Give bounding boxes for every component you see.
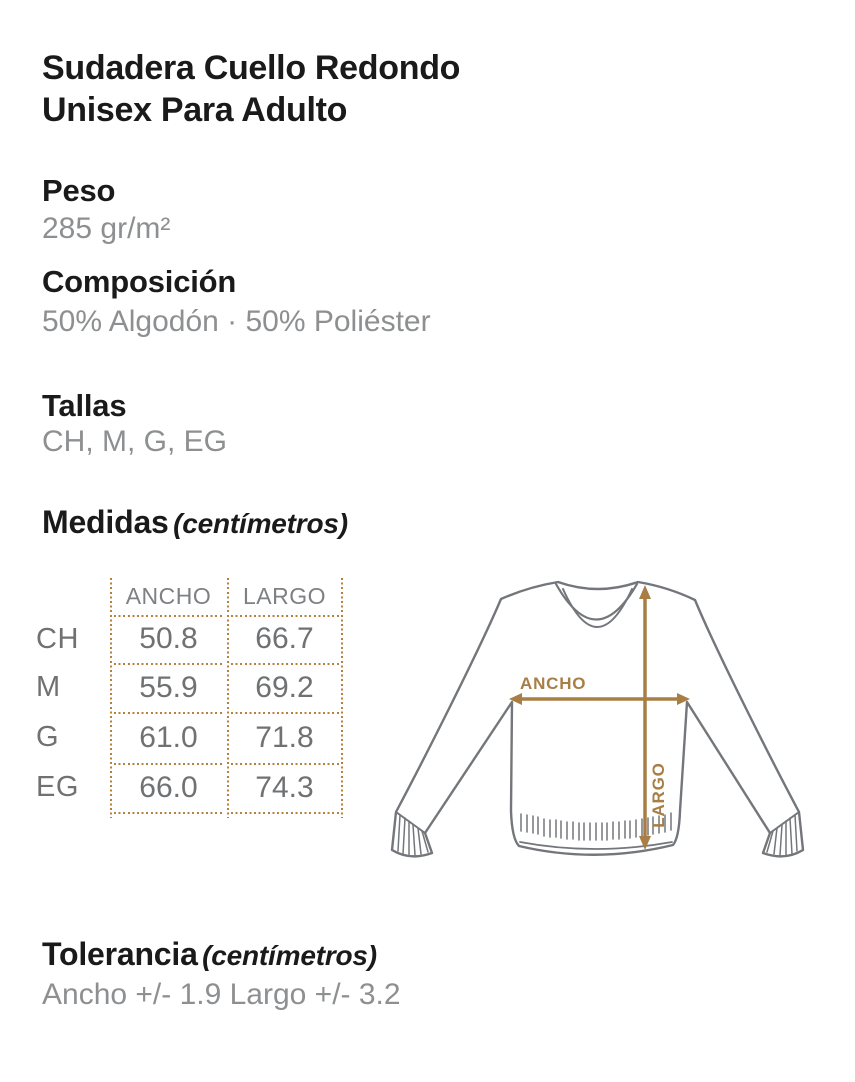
size-table-grid: ANCHO LARGO CH 50.8 66.7 M 55.9 69.2 G 6… (35, 578, 342, 812)
size-table: ANCHO LARGO CH 50.8 66.7 M 55.9 69.2 G 6… (35, 578, 344, 818)
tolerancia-unit-note: (centímetros) (202, 940, 377, 971)
composicion-label: Composición (42, 264, 237, 299)
table-vline-1 (110, 578, 112, 818)
cell-g-ancho: 61.0 (139, 720, 198, 754)
left-cuff-ribs (397, 814, 429, 856)
row-label-eg: EG (36, 771, 79, 803)
left-cuff-seam (395, 811, 426, 834)
table-hline (114, 712, 224, 714)
tolerancia-label: Tolerancia (42, 936, 198, 972)
row-label-m: M (36, 671, 61, 703)
tallas-label: Tallas (42, 388, 127, 423)
row-label-ch: CH (36, 622, 79, 655)
medidas-unit-note: (centímetros) (173, 508, 348, 539)
peso-value: 285 gr/m² (42, 212, 171, 245)
garment-body-path (390, 580, 805, 858)
row-label-g: G (36, 721, 60, 753)
cell-g-largo: 71.8 (255, 720, 314, 754)
table-vline-3 (341, 578, 343, 818)
product-title-line1: Sudadera Cuello Redondo (42, 49, 461, 87)
hem-inner-line (519, 841, 673, 850)
sweatshirt-diagram: ANCHO LARGO (390, 580, 805, 858)
cell-ch-ancho: 50.8 (139, 622, 198, 655)
measurement-arrows: ANCHO LARGO (509, 585, 690, 850)
table-hline (114, 812, 224, 814)
col-header-ancho: ANCHO (125, 583, 212, 609)
table-hline (114, 763, 224, 765)
ancho-arrowhead-right (677, 693, 690, 705)
waistband-ribs (520, 812, 672, 841)
medidas-label: Medidas (42, 504, 169, 540)
table-hline (231, 663, 339, 665)
right-cuff-ribs (766, 814, 798, 856)
cell-eg-ancho: 66.0 (139, 770, 198, 804)
cell-m-largo: 69.2 (255, 670, 314, 704)
table-hline (114, 615, 224, 617)
peso-label: Peso (42, 173, 116, 208)
table-corner-cell (35, 578, 110, 615)
ancho-arrowhead-left (509, 693, 522, 705)
cell-m-ancho: 55.9 (139, 670, 198, 704)
table-hline (231, 615, 339, 617)
col-header-largo: LARGO (242, 583, 327, 609)
largo-arrowhead-bottom (639, 836, 651, 850)
tolerancia-value: Ancho +/- 1.9 Largo +/- 3.2 (42, 978, 401, 1011)
table-vline-2 (227, 578, 229, 818)
sweatshirt-outline (390, 580, 805, 858)
cell-ch-largo: 66.7 (255, 622, 314, 655)
collar-inner-arc (562, 588, 633, 628)
ancho-arrow-label: ANCHO (520, 674, 586, 693)
right-cuff-seam (769, 811, 800, 834)
cell-eg-largo: 74.3 (255, 770, 314, 804)
product-title: Sudadera Cuello Redondo Unisex Para Adul… (42, 47, 460, 131)
tallas-value: CH, M, G, EG (42, 425, 228, 458)
table-hline (231, 812, 339, 814)
largo-arrowhead-top (639, 585, 651, 599)
table-hline (231, 712, 339, 714)
medidas-heading: Medidas (centímetros) (42, 506, 348, 538)
largo-arrow-label: LARGO (649, 762, 668, 827)
table-hline (231, 763, 339, 765)
tolerancia-heading: Tolerancia (centímetros) (42, 938, 377, 970)
product-title-line2: Unisex Para Adulto (42, 91, 348, 129)
composicion-value: 50% Algodón · 50% Poliéster (42, 305, 431, 338)
table-hline (114, 663, 224, 665)
